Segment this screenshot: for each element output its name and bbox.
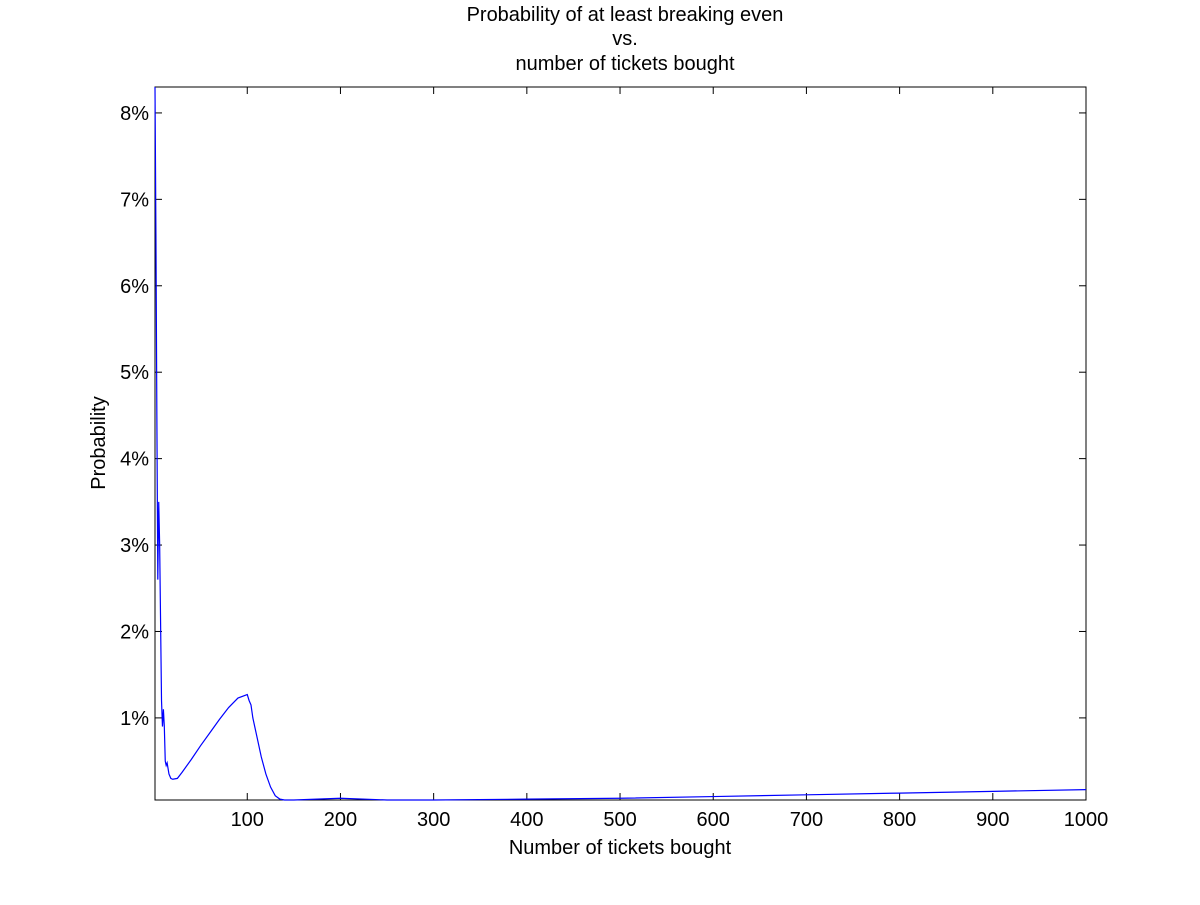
x-tick-label: 300 [417, 809, 450, 831]
y-tick-label: 7% [120, 189, 149, 211]
x-axis: 100 200 300 400 500 600 700 800 900 1000 [231, 87, 1109, 831]
x-tick-label: 1000 [1064, 809, 1109, 831]
x-tick-label: 600 [697, 809, 730, 831]
y-axis-label: Probability [88, 396, 110, 489]
chart-title-line-1: Probability of at least breaking even [467, 4, 784, 26]
series-line [154, 86, 1087, 801]
x-tick-label: 200 [324, 809, 357, 831]
y-axis: 1% 2% 3% 4% 5% 6% 7% 8% [120, 103, 1086, 730]
x-tick-label: 900 [976, 809, 1009, 831]
chart-title-line-3: number of tickets bought [515, 53, 734, 75]
x-tick-label: 700 [790, 809, 823, 831]
y-tick-label: 8% [120, 103, 149, 125]
plot-area-frame [154, 86, 1087, 801]
y-tick-label: 5% [120, 362, 149, 384]
x-tick-label: 500 [603, 809, 636, 831]
x-tick-label: 800 [883, 809, 916, 831]
y-tick-label: 4% [120, 449, 149, 471]
y-tick-label: 3% [120, 535, 149, 557]
x-tick-label: 100 [231, 809, 264, 831]
y-tick-label: 6% [120, 276, 149, 298]
x-tick-label: 400 [510, 809, 543, 831]
y-tick-label: 2% [120, 621, 149, 643]
chart-title-line-2: vs. [612, 28, 638, 50]
x-axis-label: Number of tickets bought [509, 837, 732, 859]
y-tick-label: 1% [120, 708, 149, 730]
